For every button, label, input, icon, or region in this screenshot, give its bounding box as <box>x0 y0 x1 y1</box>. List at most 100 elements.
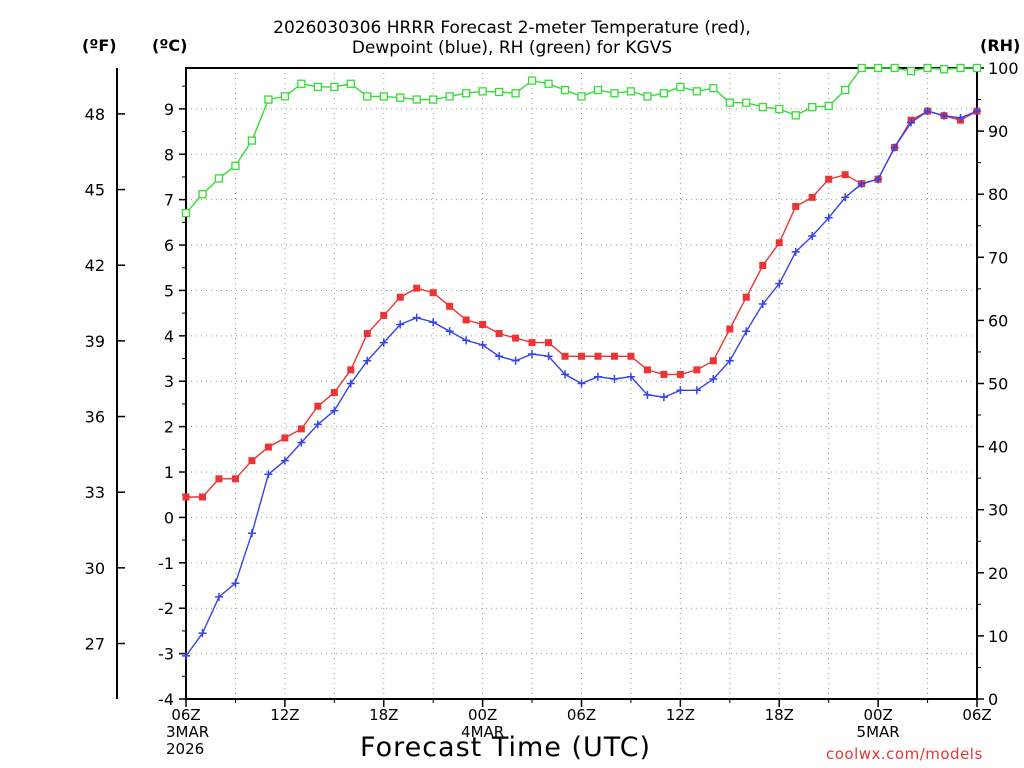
fahrenheit-tick-label: 39 <box>85 332 105 351</box>
temperature-point <box>808 193 816 201</box>
rh-point <box>297 79 306 88</box>
rh-point <box>659 89 669 98</box>
dewpoint-point <box>923 107 932 116</box>
data-series <box>181 63 982 660</box>
x-tick-label: 06Z <box>567 706 596 724</box>
dewpoint-point <box>396 320 405 329</box>
dewpoint-point <box>182 651 190 660</box>
x-tick-label: 12Z <box>270 706 299 724</box>
dewpoint-point <box>214 592 223 601</box>
rh-point <box>725 98 734 107</box>
rh-point <box>247 136 257 145</box>
rh-tick-label: 70 <box>988 248 1008 267</box>
temperature-point <box>693 366 701 374</box>
temperature-point <box>330 389 338 397</box>
rh-tick-label: 30 <box>988 501 1008 520</box>
dewpoint-point <box>577 379 586 388</box>
rh-point <box>692 87 702 96</box>
dewpoint-point <box>940 111 949 120</box>
dewpoint-point <box>231 579 240 588</box>
rh-point <box>709 84 718 93</box>
rh-point <box>577 92 586 101</box>
chart-title-line-2: Dewpoint (blue), RH (green) for KGVS <box>351 38 673 58</box>
fahrenheit-tick-label: 36 <box>85 408 105 427</box>
rh-point <box>626 87 636 96</box>
temperature-point <box>281 434 289 442</box>
rh-point <box>939 65 949 74</box>
rh-point <box>890 63 899 73</box>
dewpoint-point <box>808 231 817 240</box>
rh-point <box>972 63 982 73</box>
dewpoint-point <box>659 393 668 402</box>
dewpoint-point <box>478 340 487 349</box>
celsius-tick-label: 6 <box>164 236 174 255</box>
rh-point <box>742 98 751 107</box>
fahrenheit-tick-label: 33 <box>85 483 105 502</box>
rh-tick-label: 50 <box>988 375 1008 394</box>
rh-tick-label: 20 <box>988 564 1008 583</box>
temperature-point <box>792 202 800 210</box>
x-tick-label: 00Z <box>468 706 497 724</box>
rh-tick-label: 10 <box>988 627 1008 646</box>
dewpoint-point <box>742 327 751 336</box>
dewpoint-point <box>280 456 289 465</box>
x-tick-label: 2026 <box>166 740 204 758</box>
rh-point <box>676 82 685 92</box>
temperature-point <box>347 366 355 374</box>
x-axis-title: Forecast Time (UTC) <box>360 732 652 763</box>
fahrenheit-tick-label: 45 <box>85 181 105 200</box>
temperature-point <box>429 289 437 297</box>
temperature-point <box>314 402 322 410</box>
x-tick-label: 06Z <box>171 706 200 724</box>
temperature-point <box>512 334 520 342</box>
rh-point <box>956 63 965 73</box>
dewpoint-point <box>758 300 767 309</box>
source-credit: coolwx.com/models <box>826 745 983 763</box>
rh-unit-label: (RH) <box>980 36 1021 55</box>
temperature-point <box>264 443 272 451</box>
celsius-tick-label: -2 <box>158 599 174 618</box>
temperature-point <box>709 357 717 365</box>
dewpoint-point <box>412 313 421 322</box>
temperature-point <box>380 311 388 319</box>
rh-point <box>231 161 240 170</box>
rh-point <box>280 92 290 101</box>
rh-point <box>181 208 191 218</box>
rh-point <box>346 79 355 88</box>
x-tick-label: 00Z <box>863 706 892 724</box>
dewpoint-point <box>330 406 339 415</box>
rh-tick-label: 60 <box>988 311 1008 330</box>
dewpoint-point <box>495 352 504 361</box>
dewpoint-point <box>313 420 322 429</box>
temperature-point <box>182 493 190 501</box>
x-tick-label: 3MAR <box>166 723 209 741</box>
dewpoint-point <box>198 629 207 638</box>
dewpoint-point <box>264 470 273 479</box>
dewpoint-point <box>857 179 866 188</box>
temperature-point <box>825 175 833 183</box>
celsius-tick-label: 5 <box>164 281 174 300</box>
rh-point <box>379 92 388 101</box>
dewpoint-point <box>511 356 520 365</box>
rh-point <box>841 85 850 95</box>
rh-point <box>610 89 619 98</box>
rh-point <box>824 101 833 111</box>
x-tick-label: 06Z <box>962 706 991 724</box>
rh-point <box>593 85 603 95</box>
rh-point <box>330 82 339 92</box>
celsius-tick-label: 7 <box>164 191 174 210</box>
celsius-tick-label: -4 <box>158 690 174 709</box>
dewpoint-point <box>973 107 981 116</box>
temperature-point <box>446 302 454 310</box>
temperature-point <box>248 457 256 465</box>
grid-lines <box>186 68 977 699</box>
dewpoint-point <box>247 529 256 538</box>
dewpoint-point <box>775 279 784 288</box>
celsius-tick-label: -3 <box>158 645 174 664</box>
fahrenheit-tick-label: 42 <box>85 256 105 275</box>
dewpoint-point <box>890 143 899 152</box>
temperature-point <box>545 339 553 347</box>
rh-point <box>643 92 652 101</box>
temperature-point <box>610 352 618 360</box>
